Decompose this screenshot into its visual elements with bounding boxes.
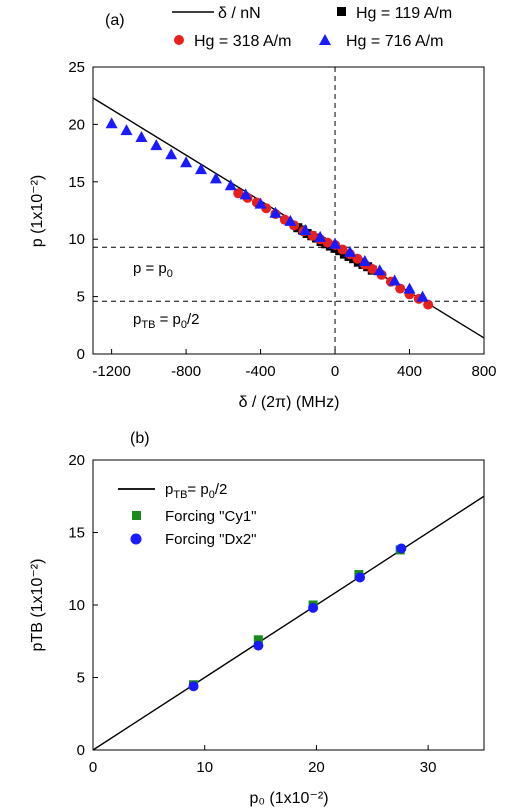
x-tick-label: 0 (331, 363, 339, 380)
legend-a-h318-swatch (174, 35, 184, 45)
y-tick-label: 5 (77, 289, 85, 306)
y-tick-label: 0 (77, 346, 85, 363)
reference-lines-a (93, 67, 484, 354)
data-point-h716 (343, 245, 356, 257)
data-point-h716 (194, 163, 207, 175)
data-point-h716 (299, 224, 312, 236)
plot-area-a (92, 66, 485, 355)
data-point-h716 (224, 179, 237, 191)
legend-a-h119-label: Hg = 119 A/m (356, 5, 452, 22)
x-axis-label-a: δ / (2π) (MHz) (239, 394, 340, 411)
data-point-h716 (165, 148, 178, 160)
panel-b: (b) pTB= p0/2 Forcing "Cy1" Forcing "Dx2… (29, 430, 485, 807)
y-tick-label: 20 (68, 116, 85, 133)
x-tick-label: 400 (397, 363, 422, 380)
series-dx2 (188, 543, 407, 692)
plot-area-b (92, 459, 485, 751)
x-tick-label: 800 (471, 363, 496, 380)
data-point-h716 (120, 124, 133, 136)
data-point-h318 (367, 264, 378, 275)
data-point-h716 (105, 117, 118, 129)
x-tick-label: 0 (89, 759, 97, 776)
data-point-h716 (254, 197, 267, 209)
legend-a: δ / nN Hg = 119 A/m Hg = 318 A/m Hg = 71… (172, 5, 452, 50)
data-point-h716 (314, 230, 327, 242)
data-point-h318 (233, 188, 244, 199)
legend-b-line-label: pTB= p0/2 (165, 481, 227, 501)
series-h716 (105, 117, 429, 302)
data-point-h716 (150, 139, 163, 151)
data-point-dx2 (396, 543, 407, 554)
data-point-h318 (423, 299, 434, 310)
data-point-h716 (239, 188, 252, 200)
x-tick-label: -800 (171, 363, 201, 380)
legend-b-cy1-label: Forcing "Cy1" (165, 508, 257, 525)
y-tick-label: 0 (77, 742, 85, 759)
annotation-p-eq-p0: p = p0 (133, 260, 173, 280)
data-point-dx2 (354, 572, 365, 583)
y-axis-label-a: p (1x10⁻²) (29, 175, 46, 247)
y-tick-label: 15 (68, 174, 85, 191)
axes-b: 0 10 20 30 0 5 10 15 20 (68, 452, 436, 776)
legend-b-dx2-label: Forcing "Dx2" (165, 531, 257, 548)
panel-a: (a) δ / nN Hg = 119 A/m Hg = 318 A/m Hg … (29, 5, 497, 411)
annotation-ptb-eq: pTB = p0/2 (133, 311, 199, 331)
y-axis-label-b: pTB (1x10⁻²) (29, 559, 46, 652)
data-point-dx2 (253, 640, 264, 651)
data-point-h716 (358, 255, 371, 267)
data-point-dx2 (188, 681, 199, 692)
fit-line-b (92, 495, 485, 751)
y-tick-label: 10 (68, 597, 85, 614)
data-point-h716 (416, 290, 429, 302)
legend-a-h716-label: Hg = 716 A/m (346, 33, 443, 50)
panel-b-label: (b) (130, 430, 150, 447)
legend-b: pTB= p0/2 Forcing "Cy1" Forcing "Dx2" (118, 481, 257, 548)
x-tick-label: -1200 (92, 363, 130, 380)
data-point-h716 (135, 131, 148, 143)
data-point-h318 (395, 283, 406, 294)
y-tick-label: 5 (77, 670, 85, 687)
x-axis-label-b: p₀ (1x10⁻²) (249, 790, 328, 807)
data-point-h716 (180, 156, 193, 168)
data-point-h716 (269, 206, 282, 218)
legend-b-cy1-swatch (132, 511, 141, 520)
y-tick-label: 10 (68, 231, 85, 248)
y-tick-label: 25 (68, 59, 85, 76)
data-point-h716 (209, 172, 222, 184)
data-point-cy1 (253, 635, 263, 645)
data-point-h716 (284, 214, 297, 226)
x-tick-label: 30 (420, 759, 437, 776)
x-tick-label: -400 (246, 363, 276, 380)
x-tick-label: 10 (196, 759, 213, 776)
data-point-h716 (373, 264, 386, 276)
data-point-h716 (329, 237, 342, 249)
data-point-dx2 (308, 602, 319, 613)
x-tick-label: 20 (308, 759, 325, 776)
legend-a-h318-label: Hg = 318 A/m (194, 33, 291, 50)
y-tick-label: 15 (68, 525, 85, 542)
legend-a-h716-swatch (319, 34, 331, 45)
legend-b-dx2-swatch (130, 533, 142, 545)
legend-a-line-label: δ / nN (218, 5, 261, 22)
data-point-h716 (403, 282, 416, 294)
y-tick-label: 20 (68, 452, 85, 469)
data-point-h716 (388, 274, 401, 286)
panel-a-label: (a) (105, 12, 125, 29)
legend-a-h119-swatch (337, 7, 346, 16)
axes-a: -1200 -800 -400 0 400 800 0 5 10 15 20 25 (68, 59, 496, 380)
